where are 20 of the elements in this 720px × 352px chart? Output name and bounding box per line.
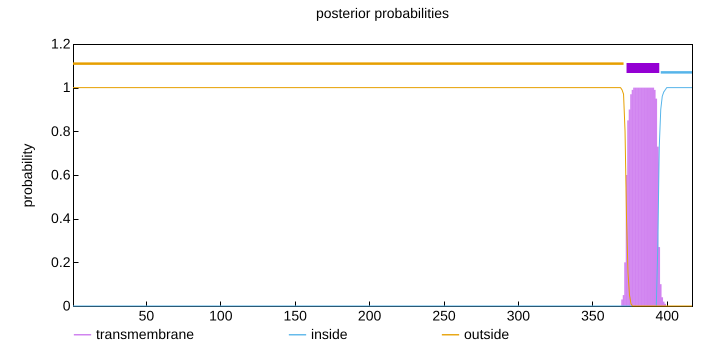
y-tick-label: 0.6	[51, 166, 71, 182]
x-tick-label: 100	[209, 308, 233, 324]
legend-label: transmembrane	[96, 326, 194, 342]
y-tick-label: 1	[62, 79, 71, 96]
x-tick-label: 250	[432, 308, 456, 324]
y-tick-label: 0.4	[51, 210, 71, 226]
x-tick-label: 350	[581, 308, 605, 324]
legend-label: outside	[464, 326, 510, 342]
legend-label: inside	[311, 326, 348, 342]
x-tick-label: 150	[284, 308, 308, 324]
y-tick-label: 1.2	[51, 36, 71, 52]
x-tick-label: 50	[138, 308, 154, 324]
y-tick-label: 0	[62, 298, 71, 314]
y-tick-label: 0.8	[51, 122, 71, 139]
y-axis-title: probability	[19, 144, 36, 208]
chart-title: posterior probabilities	[316, 5, 450, 21]
y-tick-label: 0.2	[51, 254, 71, 270]
x-tick-label: 200	[358, 308, 382, 324]
x-tick-label: 400	[656, 308, 680, 324]
x-tick-label: 300	[506, 308, 530, 324]
